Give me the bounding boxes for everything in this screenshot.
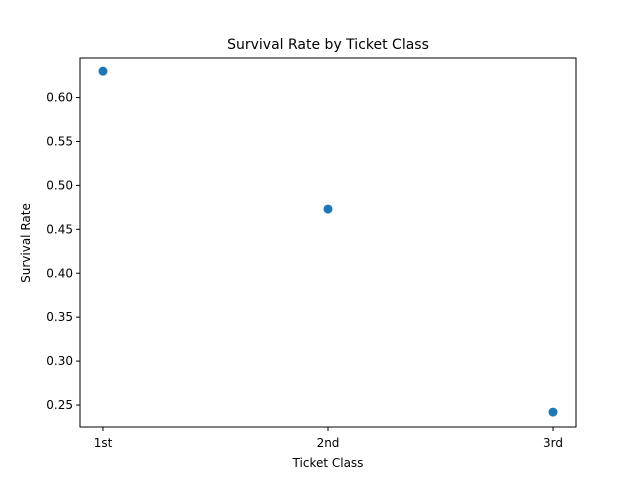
plot-area: 0.25 0.30 0.35 0.40 0.45 0.50 0.55 0.60 1st 2nd 3… xyxy=(46,57,577,450)
axes-frame xyxy=(79,57,577,428)
data-point-1st xyxy=(98,66,108,76)
y-tick-label: 0.40 xyxy=(46,266,73,280)
y-tick-label: 0.55 xyxy=(46,134,73,148)
data-point-2nd xyxy=(323,204,333,214)
y-axis-label: Survival Rate xyxy=(19,203,33,283)
data-points xyxy=(98,66,558,417)
y-tick-label: 0.25 xyxy=(46,398,73,412)
x-tick-label: 2nd xyxy=(317,436,340,450)
y-tick-label: 0.30 xyxy=(46,354,73,368)
y-tick-label: 0.60 xyxy=(46,91,73,105)
x-tick-label: 3rd xyxy=(543,436,563,450)
x-axis-label: Ticket Class xyxy=(292,456,364,470)
y-tick-label: 0.35 xyxy=(46,310,73,324)
y-tick-label: 0.50 xyxy=(46,178,73,192)
y-tick-label: 0.45 xyxy=(46,222,73,236)
chart-title: Survival Rate by Ticket Class xyxy=(227,37,429,53)
y-axis: 0.25 0.30 0.35 0.40 0.45 0.50 0.55 0.60 xyxy=(46,91,80,412)
x-axis: 1st 2nd 3rd xyxy=(94,427,563,450)
data-point-3rd xyxy=(548,407,558,417)
x-tick-label: 1st xyxy=(94,436,113,450)
